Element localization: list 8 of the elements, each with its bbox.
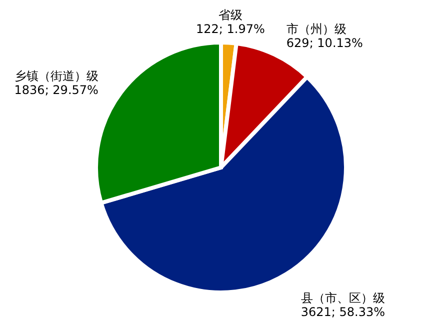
- slice-label: 县（市、区）级: [300, 291, 385, 306]
- slice-label: 市（州）级: [286, 22, 346, 36]
- data-label: 1836; 29.57%: [14, 82, 98, 97]
- data-label: 629; 10.13%: [286, 36, 363, 50]
- data-label: 3621; 58.33%: [300, 305, 386, 320]
- slice-label: 省级: [218, 8, 242, 22]
- data-label: 122; 1.97%: [196, 22, 265, 36]
- slice-label: 乡镇（街道）级: [14, 68, 98, 83]
